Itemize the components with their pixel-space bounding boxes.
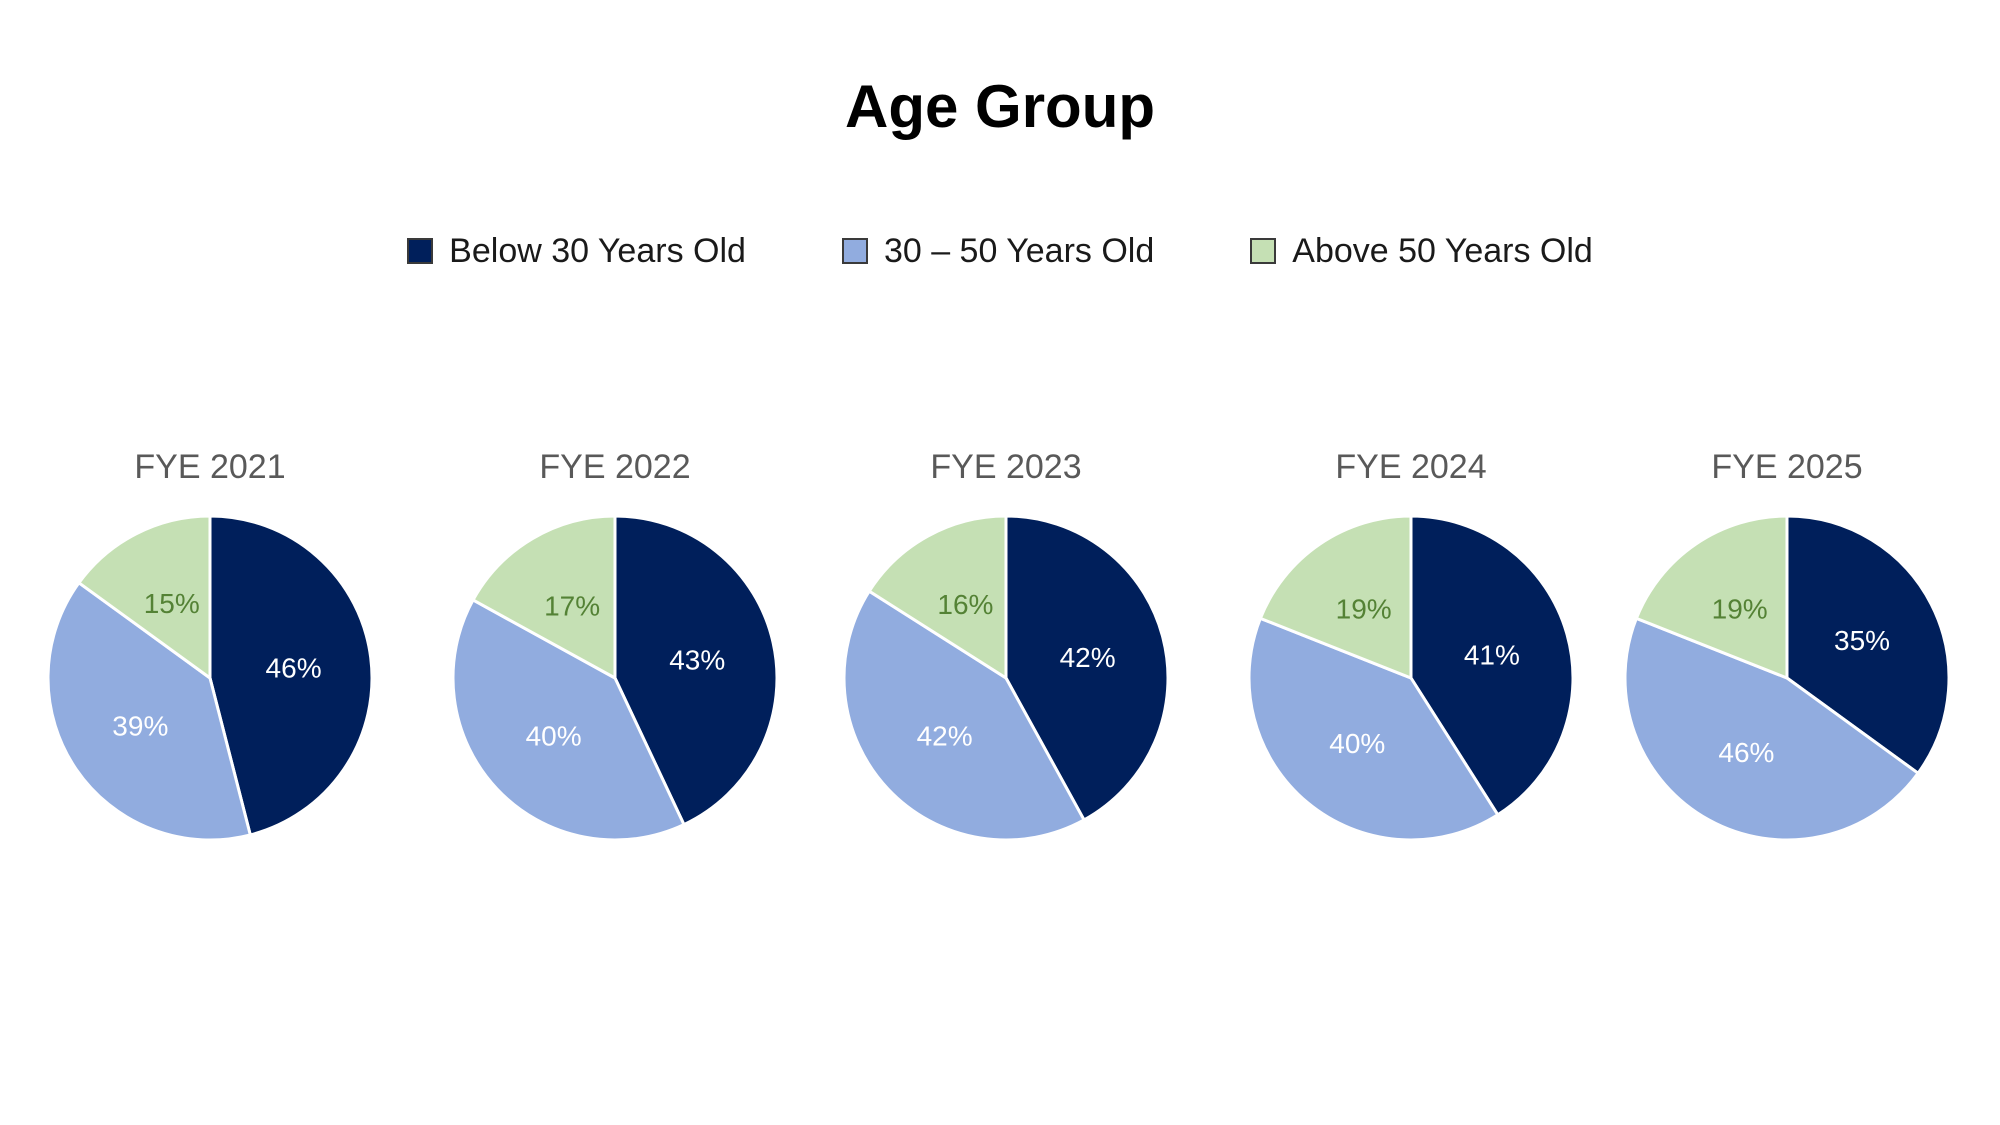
pie-slice-30-50 [842,589,1087,842]
pie-slice-above-50 [867,514,1008,681]
legend-label-30-50: 30 – 50 Years Old [883,231,1155,270]
pie-title: FYE 2022 [539,448,690,486]
data-label-below-30: 35% [1834,625,1890,656]
pie-title: FYE 2025 [1711,448,1862,486]
legend-item-above-50: Above 50 Years Old [1250,232,1593,271]
pie-chart-2: FYE 2022 43% 40% 17% [451,448,779,842]
legend-swatch-30-50 [841,238,868,264]
pie-slice-below-30 [613,514,779,827]
legend-swatch-below-30 [407,238,434,264]
pie-chart-4: FYE 2024 41% 40% 19% [1247,448,1575,842]
data-label-above-50: 19% [1712,593,1768,624]
data-label-above-50: 19% [1336,593,1392,624]
legend-item-below-30: Below 30 Years Old [407,232,746,271]
data-label-30-50: 42% [917,721,973,752]
legend-label-above-50: Above 50 Years Old [1292,231,1593,270]
pie-slice-below-30 [208,514,374,837]
data-label-below-30: 41% [1464,639,1520,670]
data-label-above-50: 16% [937,589,993,620]
page-title: Age Group [845,73,1155,140]
pie-slice-above-50 [1634,514,1789,681]
data-label-below-30: 46% [266,652,322,683]
pie-slice-above-50 [76,514,212,681]
data-label-above-50: 17% [544,590,600,621]
pie-slice-30-50 [451,597,686,842]
data-label-above-50: 15% [144,588,200,619]
pie-slice-above-50 [1258,514,1413,681]
pie-chart-5: FYE 2025 35% 46% 19% [1623,448,1951,842]
data-label-30-50: 40% [1329,728,1385,759]
pie-slice-below-30 [1785,514,1951,776]
data-label-30-50: 39% [112,710,168,741]
pie-slice-below-30 [1004,514,1170,823]
pie-slice-above-50 [471,514,617,681]
pie-slice-30-50 [1623,616,1921,842]
pie-chart-3: FYE 2023 42% 42% 16% [842,448,1170,842]
pie-title: FYE 2023 [930,448,1081,486]
data-label-30-50: 40% [526,721,582,752]
pie-title: FYE 2024 [1335,448,1486,486]
data-label-below-30: 43% [669,645,725,676]
pie-title: FYE 2021 [134,448,285,486]
data-label-30-50: 46% [1718,737,1774,768]
pie-slice-30-50 [1247,616,1500,842]
pie-slice-30-50 [46,580,253,842]
pie-chart-1: FYE 2021 46% 39% 15% [46,448,374,842]
data-label-below-30: 42% [1060,642,1116,673]
legend-item-30-50: 30 – 50 Years Old [841,231,1155,271]
legend-swatch-above-50 [1250,238,1277,264]
legend-label-below-30: Below 30 Years Old [449,231,746,270]
chart-legend: Below 30 Years Old 30 – 50 Years Old Abo… [0,226,2000,276]
